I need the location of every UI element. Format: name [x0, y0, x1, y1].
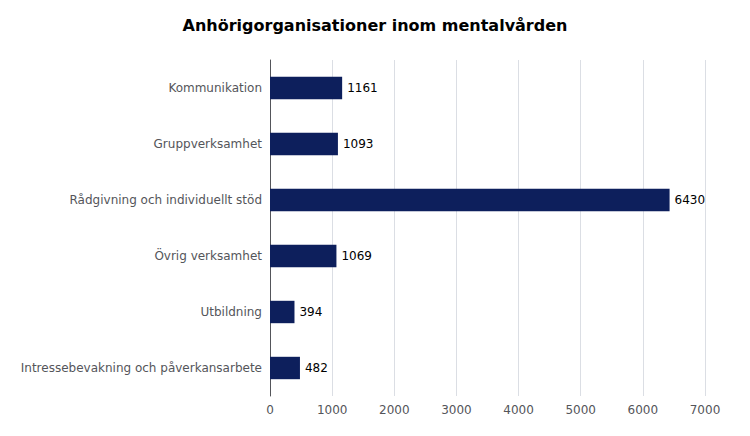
svg-text:394: 394 [299, 305, 322, 319]
svg-text:0: 0 [266, 403, 274, 417]
svg-text:5000: 5000 [565, 403, 596, 417]
svg-text:2000: 2000 [379, 403, 410, 417]
svg-text:Rådgivning och individuellt st: Rådgivning och individuellt stöd [70, 193, 262, 207]
svg-text:Anhörigorganisationer inom men: Anhörigorganisationer inom mentalvården [183, 16, 568, 35]
svg-text:7000: 7000 [690, 403, 721, 417]
svg-text:Intressebevakning och påverkan: Intressebevakning och påverkansarbete [21, 361, 262, 375]
svg-text:1069: 1069 [341, 249, 372, 263]
svg-text:Gruppverksamhet: Gruppverksamhet [154, 137, 263, 151]
svg-text:4000: 4000 [503, 403, 534, 417]
svg-text:6430: 6430 [675, 193, 706, 207]
svg-text:3000: 3000 [441, 403, 472, 417]
svg-text:6000: 6000 [628, 403, 659, 417]
svg-text:Utbildning: Utbildning [200, 305, 262, 319]
svg-text:Övrig verksamhet: Övrig verksamhet [154, 247, 262, 263]
svg-text:1093: 1093 [343, 137, 374, 151]
svg-text:1161: 1161 [347, 81, 378, 95]
svg-text:482: 482 [305, 361, 328, 375]
svg-text:Kommunikation: Kommunikation [168, 81, 262, 95]
svg-text:1000: 1000 [317, 403, 348, 417]
